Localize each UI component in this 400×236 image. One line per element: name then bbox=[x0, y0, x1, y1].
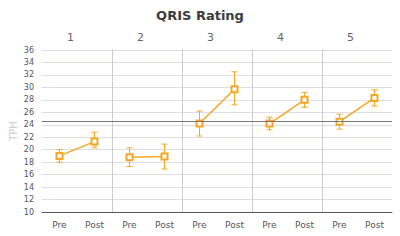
svg-text:Pre: Pre bbox=[122, 220, 137, 230]
svg-text:30: 30 bbox=[24, 83, 34, 92]
svg-text:Post: Post bbox=[225, 220, 244, 230]
svg-text:2: 2 bbox=[137, 31, 144, 44]
svg-text:16: 16 bbox=[24, 170, 34, 179]
svg-text:Pre: Pre bbox=[52, 220, 67, 230]
svg-text:26: 26 bbox=[24, 108, 34, 117]
svg-text:18: 18 bbox=[24, 158, 34, 167]
svg-text:24: 24 bbox=[24, 120, 34, 129]
svg-text:20: 20 bbox=[24, 145, 34, 154]
svg-text:3: 3 bbox=[207, 31, 214, 44]
svg-text:28: 28 bbox=[24, 95, 34, 104]
svg-text:36: 36 bbox=[24, 46, 34, 55]
svg-text:22: 22 bbox=[24, 133, 34, 142]
svg-text:QRIS Rating: QRIS Rating bbox=[156, 8, 244, 23]
svg-text:Pre: Pre bbox=[332, 220, 347, 230]
svg-text:14: 14 bbox=[24, 183, 34, 192]
svg-text:Post: Post bbox=[85, 220, 104, 230]
svg-text:Post: Post bbox=[155, 220, 174, 230]
svg-text:TPH: TPH bbox=[8, 121, 19, 142]
svg-text:4: 4 bbox=[277, 31, 284, 44]
svg-text:Post: Post bbox=[365, 220, 384, 230]
svg-text:5: 5 bbox=[347, 31, 354, 44]
svg-text:1: 1 bbox=[67, 31, 74, 44]
svg-text:34: 34 bbox=[24, 58, 34, 67]
svg-text:32: 32 bbox=[24, 70, 34, 79]
svg-text:12: 12 bbox=[24, 195, 34, 204]
svg-text:10: 10 bbox=[24, 208, 34, 217]
svg-text:Post: Post bbox=[295, 220, 314, 230]
svg-text:Pre: Pre bbox=[192, 220, 207, 230]
svg-text:Pre: Pre bbox=[262, 220, 277, 230]
